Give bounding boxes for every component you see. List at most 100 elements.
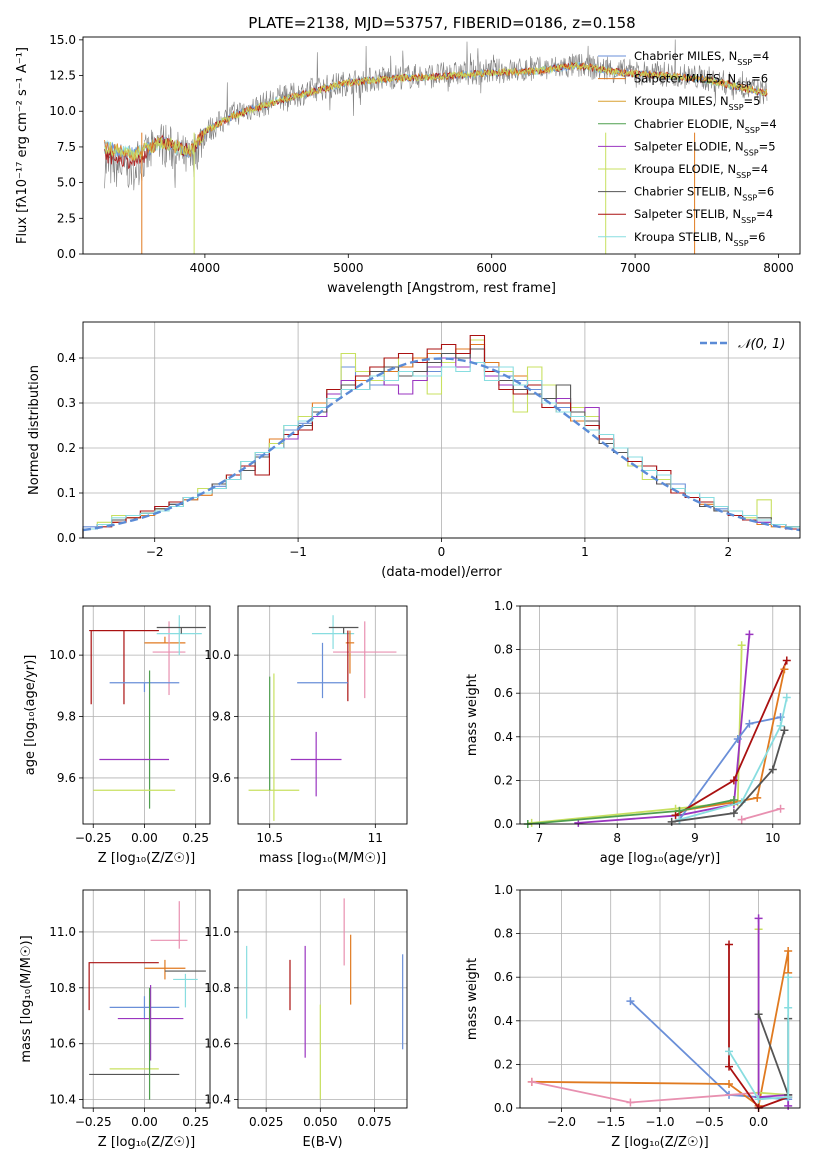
x-axis-label: age [log₁₀(age/yr)] (600, 851, 721, 866)
weight-trace (741, 807, 781, 821)
axes-frame (82, 889, 211, 1109)
weight-trace (578, 634, 751, 824)
y-tick-label: 11.0 (49, 925, 76, 939)
figure-title: PLATE=2138, MJD=53757, FIBERID=0186, z=0… (248, 14, 635, 32)
x-tick-label: 7 (536, 831, 544, 845)
weight-marker (626, 1098, 635, 1107)
y-tick-label: 0.2 (494, 1057, 513, 1071)
weight-marker (671, 811, 680, 820)
x-axis-label: E(B-V) (302, 1135, 342, 1150)
weight-marker (753, 793, 762, 802)
y-tick-label: 0.0 (494, 1101, 513, 1115)
y-tick-label: 1.0 (494, 599, 513, 613)
plot-area (246, 898, 404, 1100)
y-tick-label: 10.4 (204, 1093, 231, 1107)
axes-frame (237, 889, 408, 1109)
age-vs-mass-panel: 10.5 11 9.6 9.8 10.0 mass [log₁₀(M/M☉)] (204, 605, 408, 866)
legend-label: Salpeter MILES, NSSP=6 (634, 72, 768, 90)
y-tick-label: 7.5 (57, 140, 76, 154)
weight-marker (737, 815, 746, 824)
y-tick-label: 11.0 (204, 925, 231, 939)
weight-marker (675, 806, 684, 815)
y-tick-label: 2.5 (57, 211, 76, 225)
y-tick-label: 15.0 (49, 33, 76, 47)
x-tick-label: 0.025 (249, 1115, 283, 1129)
weight-marker (776, 804, 785, 813)
y-tick-label: 9.6 (57, 771, 76, 785)
weight-trace (531, 645, 743, 824)
x-tick-label: 0.050 (303, 1115, 337, 1129)
legend-label: Chabrier ELODIE, NSSP=4 (634, 117, 777, 135)
y-axis-label: mass weight (465, 958, 480, 1040)
y-tick-label: 10.6 (204, 1037, 231, 1051)
y-tick-label: 0.3 (57, 396, 76, 410)
weight-marker (729, 776, 738, 785)
x-tick-label: 4000 (190, 261, 221, 275)
mass-vs-metallicity-panel: −0.25 0.00 0.25 10.4 10.6 10.8 11.0 Z [log₁₀(Z/… (19, 889, 211, 1150)
x-tick-label: −1.0 (645, 1115, 674, 1129)
y-tick-label: 9.6 (212, 771, 231, 785)
axes-frame (519, 889, 801, 1109)
x-tick-label: 5000 (333, 261, 364, 275)
normal-curve (82, 357, 801, 532)
y-tick-label: 0.8 (494, 643, 513, 657)
weight-marker (784, 947, 793, 956)
weight-trace (531, 1080, 759, 1104)
legend-label: Salpeter ELODIE, NSSP=5 (634, 139, 776, 157)
weight-marker (780, 665, 789, 674)
weight-marker (745, 630, 754, 639)
x-tick-label: −2.0 (547, 1115, 576, 1129)
plot-area (523, 630, 791, 828)
x-tick-label: 0 (438, 545, 446, 559)
y-tick-label: 0.1 (57, 486, 76, 500)
y-tick-label: 0.8 (494, 927, 513, 941)
x-tick-label: 10.5 (256, 831, 283, 845)
weight-marker (725, 940, 734, 949)
y-tick-label: 0.4 (57, 351, 76, 365)
weight-marker (768, 765, 777, 774)
x-axis-label: Z [log₁₀(Z/Z☉)] (98, 1135, 195, 1150)
x-tick-label: 0.075 (357, 1115, 391, 1129)
weight-marker (725, 1080, 734, 1089)
x-axis-label: (data-model)/error (381, 565, 502, 580)
y-tick-label: 10.6 (49, 1037, 76, 1051)
y-tick-label: 0.0 (494, 817, 513, 831)
x-tick-label: 8000 (763, 261, 794, 275)
legend-label: Kroupa ELODIE, NSSP=4 (634, 162, 768, 180)
weight-marker (527, 1077, 536, 1086)
axes-frame (82, 36, 801, 255)
weight-marker (754, 1010, 763, 1019)
y-tick-label: 5.0 (57, 176, 76, 190)
x-tick-label: 9 (691, 831, 699, 845)
x-tick-label: 0.25 (182, 831, 209, 845)
y-tick-label: 0.6 (494, 686, 513, 700)
weight-marker (626, 997, 635, 1006)
x-tick-label: 10 (765, 831, 780, 845)
x-axis-label: mass [log₁₀(M/M☉)] (259, 851, 386, 866)
weight-trace (757, 918, 790, 1106)
weight-marker (737, 641, 746, 650)
x-tick-label: 11 (368, 831, 383, 845)
x-axis-label: wavelength [Angstrom, rest frame] (327, 281, 556, 296)
y-tick-label: 10.8 (49, 981, 76, 995)
legend-label: 𝒩(0, 1) (738, 337, 785, 352)
legend-label: Kroupa MILES, NSSP=5 (634, 94, 760, 112)
legend-label: Chabrier MILES, NSSP=4 (634, 49, 769, 67)
plot-area (82, 334, 801, 538)
y-tick-label: 0.0 (57, 531, 76, 545)
y-tick-label: 0.0 (57, 247, 76, 261)
weight-marker (754, 914, 763, 923)
x-tick-label: 0.00 (131, 831, 158, 845)
y-tick-label: 0.6 (494, 970, 513, 984)
plot-area (104, 39, 768, 254)
y-tick-label: 0.2 (57, 441, 76, 455)
axes-frame (82, 321, 801, 539)
x-tick-label: −2 (146, 545, 164, 559)
legend-label: Chabrier STELIB, NSSP=6 (634, 185, 774, 203)
x-tick-label: 6000 (476, 261, 507, 275)
plot-area (248, 615, 397, 821)
y-tick-label: 10.4 (49, 1093, 76, 1107)
y-tick-label: 12.5 (49, 69, 76, 83)
x-tick-label: 0.00 (131, 1115, 158, 1129)
x-tick-label: 1 (581, 545, 589, 559)
